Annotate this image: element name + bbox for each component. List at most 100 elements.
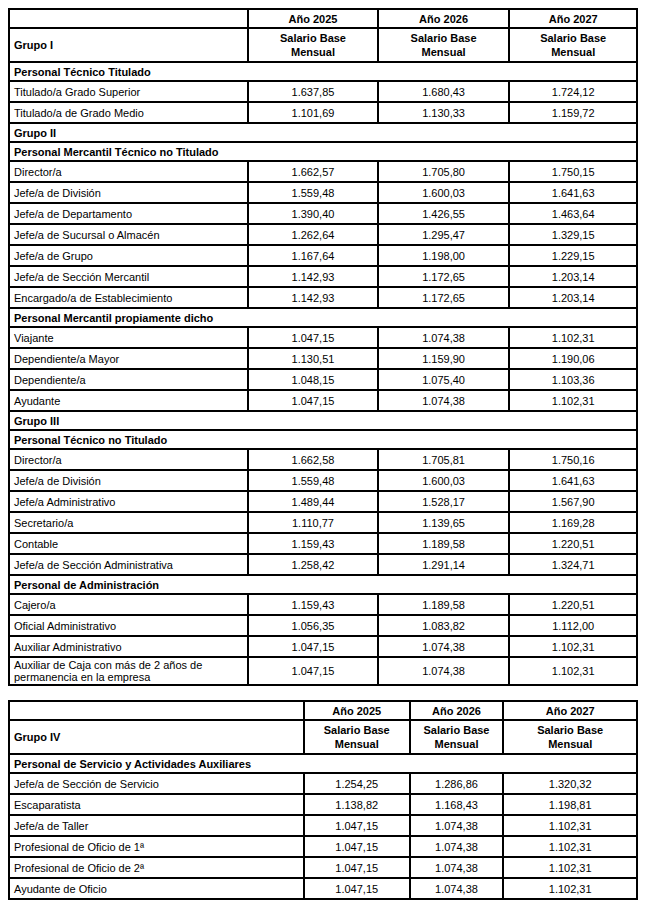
group-label-cell: Grupo I bbox=[9, 28, 248, 62]
salary-value-cell: 1.074,38 bbox=[378, 636, 510, 657]
salary-value-cell: 1.142,93 bbox=[248, 266, 378, 287]
salary-value-cell: 1.680,43 bbox=[378, 81, 510, 102]
salary-value-cell: 1.198,00 bbox=[378, 245, 510, 266]
salary-value-cell: 1.169,28 bbox=[509, 512, 637, 533]
year-header-cell: Año 2025 bbox=[304, 701, 410, 720]
salary-base-header-cell: Salario Base Mensual bbox=[248, 28, 378, 62]
category-label-cell: Ayudante bbox=[9, 390, 248, 411]
salary-table-grupo-1-2-3: Año 2025Año 2026Año 2027Grupo ISalario B… bbox=[8, 8, 638, 686]
document-page: Año 2025Año 2026Año 2027Grupo ISalario B… bbox=[0, 0, 646, 900]
data-row: Jefe/a de Sección de Servicio1.254,251.2… bbox=[9, 773, 637, 794]
section-row: Personal de Servicio y Actividades Auxil… bbox=[9, 754, 637, 773]
salary-value-cell: 1.324,71 bbox=[509, 554, 637, 575]
salary-value-cell: 1.159,72 bbox=[509, 102, 637, 123]
salary-value-cell: 1.047,15 bbox=[248, 327, 378, 348]
category-label-cell: Jefe/a de Sucursal o Almacén bbox=[9, 224, 248, 245]
category-label-cell: Titulado/a Grado Superior bbox=[9, 81, 248, 102]
salary-value-cell: 1.220,51 bbox=[509, 594, 637, 615]
salary-value-cell: 1.102,31 bbox=[503, 878, 637, 899]
salary-value-cell: 1.047,15 bbox=[248, 636, 378, 657]
category-label-cell: Titulado/a de Grado Medio bbox=[9, 102, 248, 123]
data-row: Jefe/a de Sección Mercantil1.142,931.172… bbox=[9, 266, 637, 287]
data-row: Jefe/a de Sucursal o Almacén1.262,641.29… bbox=[9, 224, 637, 245]
year-header-cell: Año 2026 bbox=[410, 701, 504, 720]
year-header-cell: Año 2027 bbox=[509, 9, 637, 28]
data-row: Dependiente/a Mayor1.130,511.159,901.190… bbox=[9, 348, 637, 369]
salary-value-cell: 1.559,48 bbox=[248, 182, 378, 203]
category-label-cell: Jefe/a de Sección de Servicio bbox=[9, 773, 304, 794]
section-row: Personal Técnico Titulado bbox=[9, 62, 637, 81]
salary-value-cell: 1.320,32 bbox=[503, 773, 637, 794]
salary-value-cell: 1.641,63 bbox=[509, 182, 637, 203]
category-label-cell: Oficial Administrativo bbox=[9, 615, 248, 636]
salary-value-cell: 1.203,14 bbox=[509, 266, 637, 287]
section-row: Personal Mercantil propiamente dicho bbox=[9, 308, 637, 327]
salary-value-cell: 1.190,06 bbox=[509, 348, 637, 369]
salary-value-cell: 1.074,38 bbox=[410, 878, 504, 899]
salary-value-cell: 1.102,31 bbox=[509, 390, 637, 411]
category-label-cell: Profesional de Oficio de 1ª bbox=[9, 836, 304, 857]
section-row: Grupo III bbox=[9, 411, 637, 430]
salary-value-cell: 1.048,15 bbox=[248, 369, 378, 390]
salary-value-cell: 1.229,15 bbox=[509, 245, 637, 266]
category-label-cell: Encargado/a de Establecimiento bbox=[9, 287, 248, 308]
category-label-cell: Auxiliar de Caja con más de 2 años de pe… bbox=[9, 657, 248, 685]
data-row: Auxiliar de Caja con más de 2 años de pe… bbox=[9, 657, 637, 685]
data-row: Ayudante de Oficio1.047,151.074,381.102,… bbox=[9, 878, 637, 899]
salary-value-cell: 1.329,15 bbox=[509, 224, 637, 245]
salary-table-grupo-4: Año 2025Año 2026Año 2027Grupo IVSalario … bbox=[8, 700, 638, 900]
category-label-cell: Auxiliar Administrativo bbox=[9, 636, 248, 657]
data-row: Profesional de Oficio de 2ª1.047,151.074… bbox=[9, 857, 637, 878]
section-row: Grupo II bbox=[9, 123, 637, 142]
category-label-cell: Jefe/a de División bbox=[9, 182, 248, 203]
category-label-cell: Ayudante de Oficio bbox=[9, 878, 304, 899]
salary-value-cell: 1.130,51 bbox=[248, 348, 378, 369]
category-label-cell: Director/a bbox=[9, 449, 248, 470]
salary-value-cell: 1.047,15 bbox=[304, 815, 410, 836]
salary-value-cell: 1.641,63 bbox=[509, 470, 637, 491]
category-label-cell: Jefe/a de Sección Mercantil bbox=[9, 266, 248, 287]
salary-value-cell: 1.047,15 bbox=[304, 836, 410, 857]
salary-value-cell: 1.130,33 bbox=[378, 102, 510, 123]
data-row: Profesional de Oficio de 1ª1.047,151.074… bbox=[9, 836, 637, 857]
category-label-cell: Jefe/a de Sección Administrativa bbox=[9, 554, 248, 575]
salary-value-cell: 1.189,58 bbox=[378, 533, 510, 554]
category-label-cell: Jefe/a de Grupo bbox=[9, 245, 248, 266]
data-row: Contable1.159,431.189,581.220,51 bbox=[9, 533, 637, 554]
salary-base-header-cell: Salario Base Mensual bbox=[503, 720, 637, 754]
salary-value-cell: 1.159,43 bbox=[248, 594, 378, 615]
salary-value-cell: 1.600,03 bbox=[378, 470, 510, 491]
section-label-cell: Personal Técnico Titulado bbox=[9, 62, 637, 81]
category-label-cell: Jefe/a Administrativo bbox=[9, 491, 248, 512]
salary-value-cell: 1.101,69 bbox=[248, 102, 378, 123]
category-label-cell: Cajero/a bbox=[9, 594, 248, 615]
salary-value-cell: 1.083,82 bbox=[378, 615, 510, 636]
salary-value-cell: 1.102,31 bbox=[509, 327, 637, 348]
salary-value-cell: 1.102,31 bbox=[503, 815, 637, 836]
salary-value-cell: 1.662,58 bbox=[248, 449, 378, 470]
salary-value-cell: 1.662,57 bbox=[248, 161, 378, 182]
salary-value-cell: 1.112,00 bbox=[509, 615, 637, 636]
salary-value-cell: 1.291,14 bbox=[378, 554, 510, 575]
salary-value-cell: 1.489,44 bbox=[248, 491, 378, 512]
section-label-cell: Personal Técnico no Titulado bbox=[9, 430, 637, 449]
salary-base-header-cell: Salario Base Mensual bbox=[509, 28, 637, 62]
salary-base-header-cell: Salario Base Mensual bbox=[378, 28, 510, 62]
data-row: Titulado/a Grado Superior1.637,851.680,4… bbox=[9, 81, 637, 102]
blank-header-cell bbox=[9, 701, 304, 720]
salary-value-cell: 1.528,17 bbox=[378, 491, 510, 512]
category-label-cell: Director/a bbox=[9, 161, 248, 182]
salary-value-cell: 1.390,40 bbox=[248, 203, 378, 224]
year-header-row: Año 2025Año 2026Año 2027 bbox=[9, 9, 637, 28]
salary-value-cell: 1.203,14 bbox=[509, 287, 637, 308]
salary-value-cell: 1.102,31 bbox=[509, 636, 637, 657]
salary-value-cell: 1.047,15 bbox=[304, 857, 410, 878]
salary-value-cell: 1.167,64 bbox=[248, 245, 378, 266]
salary-value-cell: 1.074,38 bbox=[378, 657, 510, 685]
salary-value-cell: 1.110,77 bbox=[248, 512, 378, 533]
category-label-cell: Escaparatista bbox=[9, 794, 304, 815]
data-row: Escaparatista1.138,821.168,431.198,81 bbox=[9, 794, 637, 815]
data-row: Jefe/a de Grupo1.167,641.198,001.229,15 bbox=[9, 245, 637, 266]
salary-value-cell: 1.705,80 bbox=[378, 161, 510, 182]
category-label-cell: Dependiente/a bbox=[9, 369, 248, 390]
